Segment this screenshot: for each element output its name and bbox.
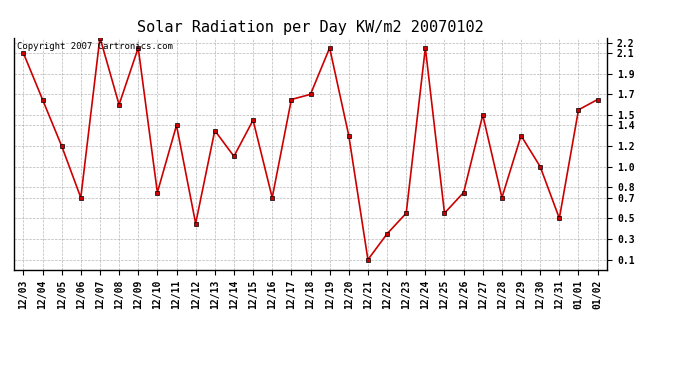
Title: Solar Radiation per Day KW/m2 20070102: Solar Radiation per Day KW/m2 20070102 [137, 20, 484, 35]
Text: Copyright 2007 Cartronics.com: Copyright 2007 Cartronics.com [17, 42, 172, 51]
